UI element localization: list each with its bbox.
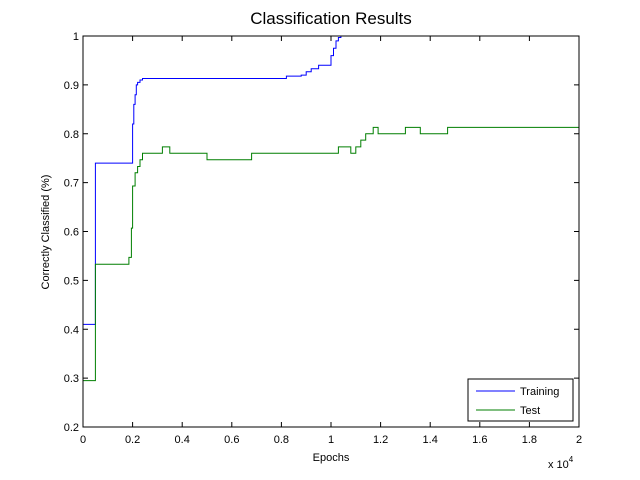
y-tick-label: 0.7 bbox=[64, 178, 79, 190]
x-tick-label: 1.8 bbox=[522, 434, 537, 446]
x-exponent-base: x 10 bbox=[548, 459, 569, 471]
plot-area bbox=[83, 36, 579, 427]
x-tick-label: 1.2 bbox=[373, 434, 388, 446]
legend-label-test: Test bbox=[520, 405, 540, 417]
x-tick-label: 1 bbox=[328, 434, 334, 446]
legend-box bbox=[467, 378, 574, 422]
plot-background bbox=[83, 36, 579, 427]
y-tick-label: 0.5 bbox=[64, 275, 79, 287]
x-tick-label: 0.8 bbox=[274, 434, 289, 446]
x-tick-label: 0.4 bbox=[175, 434, 190, 446]
y-axis-label: Correctly Classified (%) bbox=[40, 175, 52, 290]
y-tick-label: 0.4 bbox=[64, 324, 79, 336]
x-tick-label: 1.6 bbox=[472, 434, 487, 446]
x-tick-label: 0.2 bbox=[125, 434, 140, 446]
y-tick-label: 1 bbox=[73, 31, 79, 43]
x-axis-label: Epochs bbox=[313, 452, 350, 464]
y-tick-label: 0.2 bbox=[64, 422, 79, 434]
x-tick-label: 0 bbox=[80, 434, 86, 446]
y-tick-label: 0.9 bbox=[64, 80, 79, 92]
series-line-test bbox=[83, 126, 579, 382]
y-tick-label: 0.3 bbox=[64, 373, 79, 385]
series-layer bbox=[83, 36, 579, 382]
x-tick-label: 1.4 bbox=[423, 434, 438, 446]
x-tick-label: 0.6 bbox=[224, 434, 239, 446]
legend-label-training: Training bbox=[520, 386, 559, 398]
y-tick-label: 0.6 bbox=[64, 227, 79, 239]
series-line-training bbox=[83, 36, 342, 325]
x-axis-exponent-label: x 104 bbox=[548, 455, 574, 471]
y-tick-label: 0.8 bbox=[64, 129, 79, 141]
x-tick-label: 2 bbox=[576, 434, 582, 446]
legend: Training Test bbox=[467, 378, 574, 422]
x-exponent-power: 4 bbox=[569, 455, 574, 464]
chart-title: Classification Results bbox=[250, 9, 412, 28]
axes-layer: 0 0.2 0.4 0.6 0.8 1 1.2 1.4 1.6 1.8 20.20.30.40.50… bbox=[64, 31, 582, 446]
